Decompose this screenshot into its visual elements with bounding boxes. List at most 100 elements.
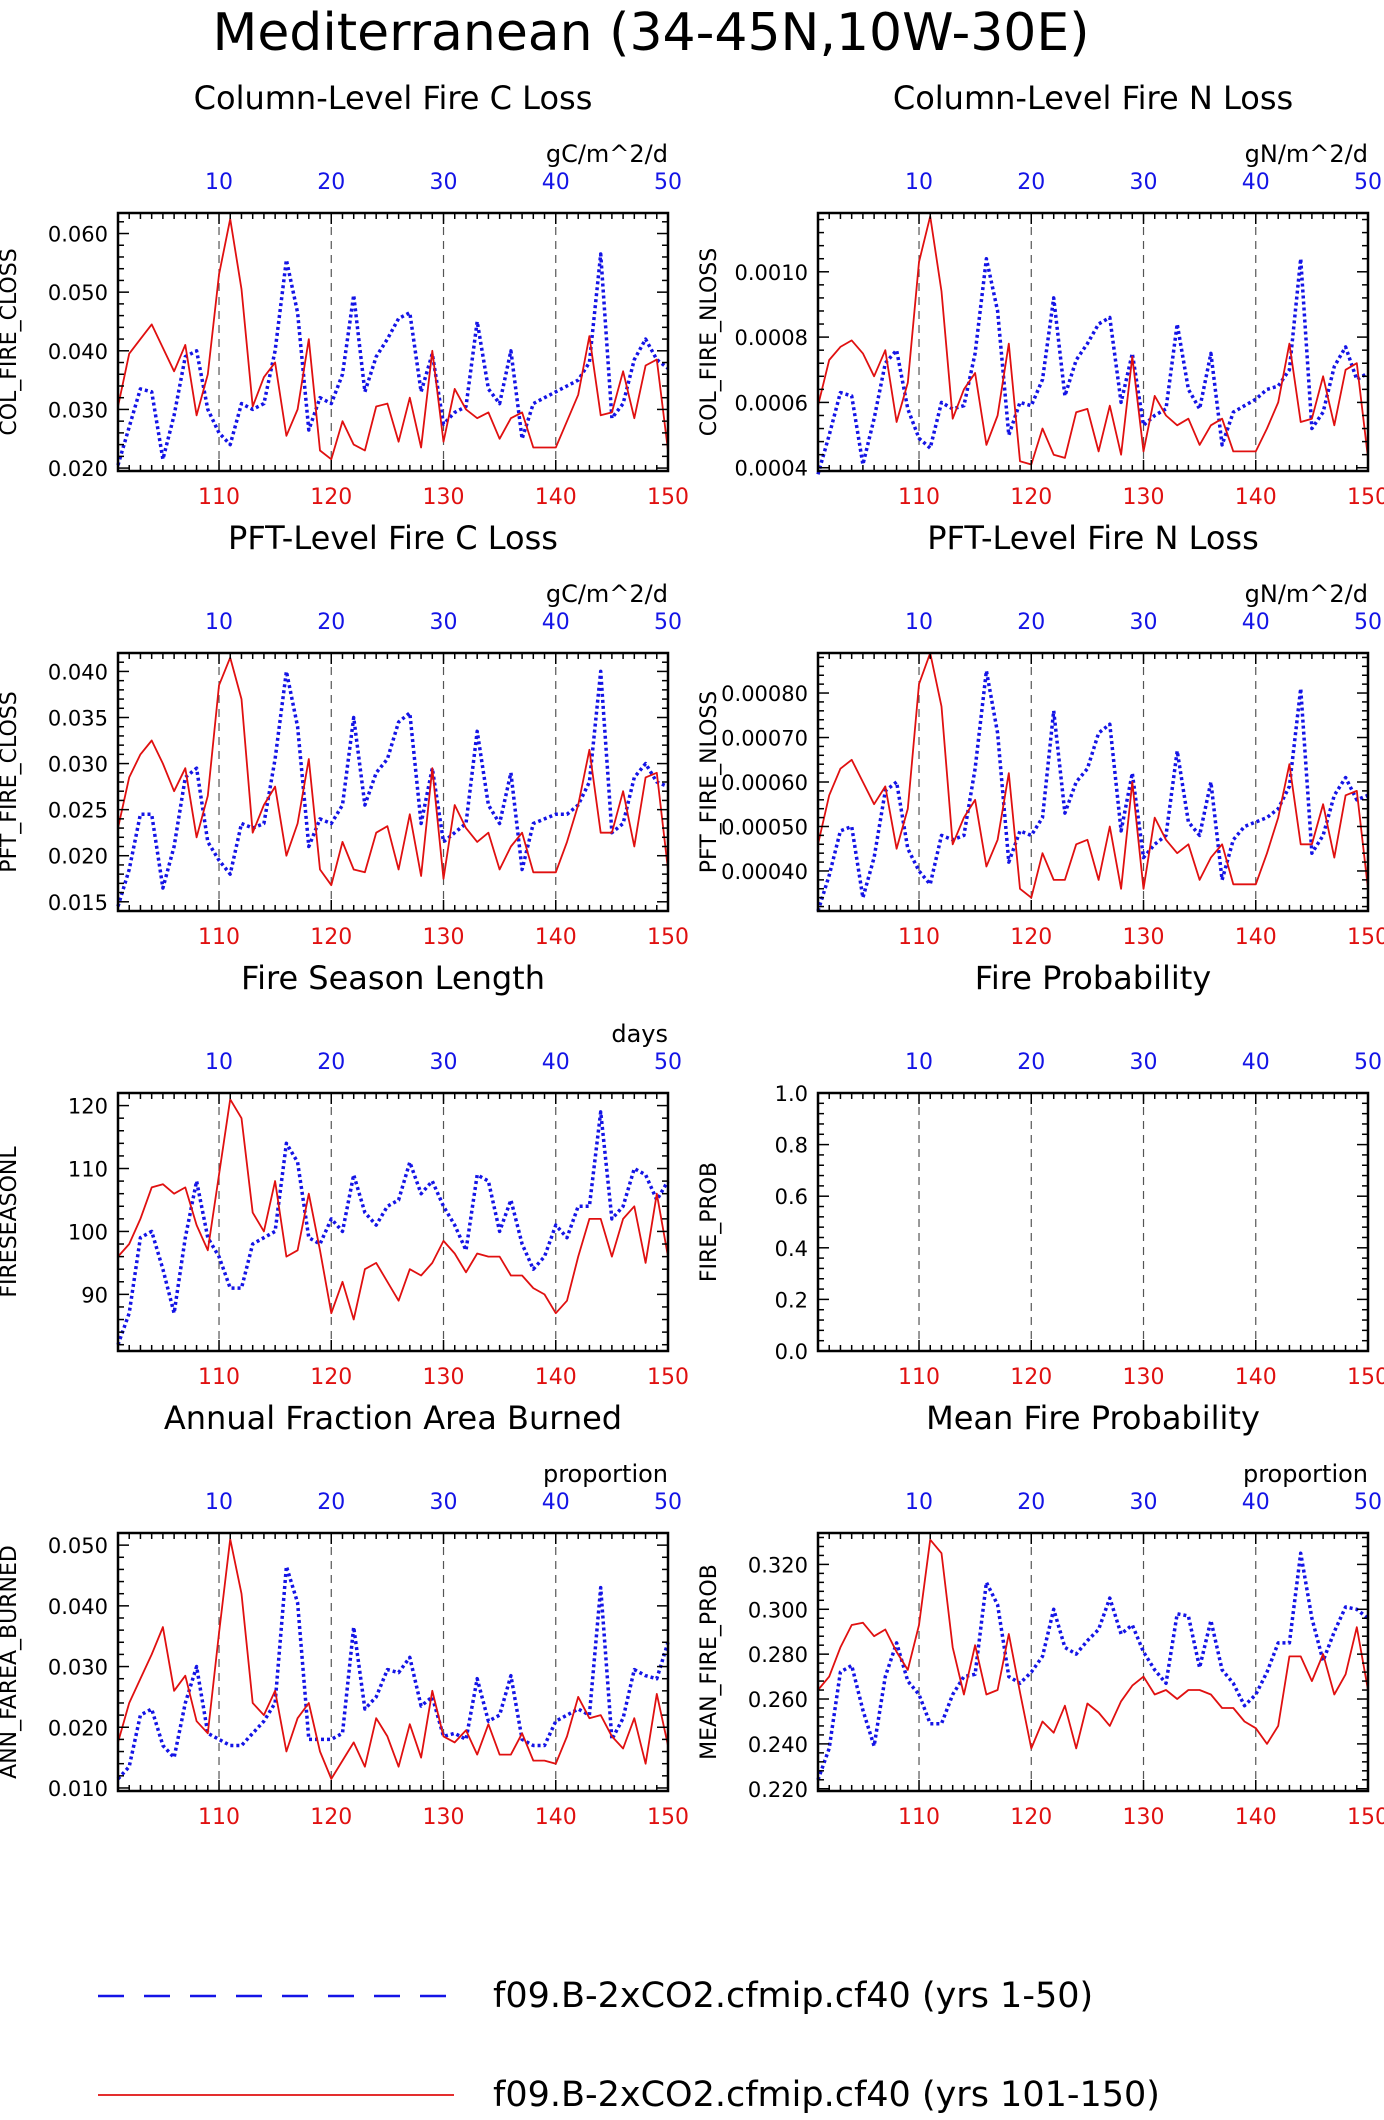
x-tick-label-top: 50 — [1354, 1050, 1382, 1075]
series-line-blue — [116, 1110, 670, 1346]
page-title: Mediterranean (34-45N,10W-30E) — [212, 3, 1089, 63]
x-tick-label-top: 40 — [1242, 1050, 1270, 1075]
panels: Column-Level Fire C Loss gC/m^2/d 110 120 13… — [0, 79, 1384, 1830]
x-tick-label-bottom: 150 — [647, 1365, 689, 1390]
x-tick-label-bottom: 150 — [1347, 485, 1384, 510]
x-tick-label-bottom: 110 — [198, 1805, 240, 1830]
panel-title: Annual Fraction Area Burned — [164, 1399, 622, 1437]
plot-frame — [816, 211, 1370, 473]
series-line-red — [817, 652, 1369, 899]
plot-frame — [116, 651, 670, 913]
panel-title: Column-Level Fire N Loss — [893, 79, 1293, 117]
panel-title: PFT-Level Fire N Loss — [927, 519, 1259, 557]
x-tick-label-top: 10 — [905, 610, 933, 635]
x-tick-label-top: 30 — [430, 1490, 458, 1515]
x-tick-label-bottom: 130 — [423, 485, 465, 510]
chart-panel: Annual Fraction Area Burned proportion 110… — [0, 1399, 689, 1830]
series-line-red — [817, 1538, 1369, 1750]
x-tick-label-top: 20 — [1017, 170, 1045, 195]
x-tick-label-bottom: 140 — [535, 1805, 577, 1830]
legend-label-red: f09.B-2xCO2.cfmip.cf40 (yrs 101-150) — [493, 2075, 1160, 2115]
x-tick-label-bottom: 150 — [1347, 1365, 1384, 1390]
x-tick-label-bottom: 110 — [198, 1365, 240, 1390]
y-tick-label: 0.040 — [48, 660, 108, 684]
x-tick-label-bottom: 150 — [647, 925, 689, 950]
x-tick-label-top: 10 — [205, 1490, 233, 1515]
panel-title: PFT-Level Fire C Loss — [228, 519, 558, 557]
units-label: proportion — [1243, 1460, 1368, 1488]
units-label: gC/m^2/d — [546, 580, 668, 608]
x-tick-label-top: 20 — [317, 1050, 345, 1075]
x-tick-label-top: 40 — [1242, 1490, 1270, 1515]
x-tick-label-bottom: 150 — [647, 485, 689, 510]
x-tick-label-bottom: 120 — [1010, 1365, 1052, 1390]
x-tick-label-top: 30 — [430, 1050, 458, 1075]
y-tick-label: 0.025 — [48, 799, 108, 823]
panel-title: Fire Probability — [975, 959, 1211, 997]
panel-title: Fire Season Length — [241, 959, 545, 997]
chart-panel: Column-Level Fire N Loss gN/m^2/d 110 120 13… — [697, 79, 1384, 510]
y-tick-label: 0.260 — [748, 1688, 808, 1712]
x-tick-label-top: 20 — [1017, 1050, 1045, 1075]
y-tick-label: 0.220 — [748, 1778, 808, 1802]
panel-title: Column-Level Fire C Loss — [194, 79, 593, 117]
x-tick-label-top: 10 — [905, 1490, 933, 1515]
x-tick-label-bottom: 140 — [535, 1365, 577, 1390]
x-tick-label-top: 20 — [1017, 610, 1045, 635]
y-axis-label: FIRE_PROB — [697, 1162, 722, 1282]
chart-panel: Mean Fire Probability proportion 110 120 130… — [697, 1399, 1384, 1830]
y-tick-label: 110 — [68, 1158, 108, 1182]
y-tick-label: 0.0 — [775, 1340, 808, 1364]
series-line-blue — [116, 669, 669, 907]
plot-frame — [816, 1091, 1370, 1353]
x-tick-label-top: 20 — [317, 170, 345, 195]
panel-title: Mean Fire Probability — [926, 1399, 1260, 1437]
x-tick-label-bottom: 150 — [1347, 1805, 1384, 1830]
y-tick-label: 0.240 — [748, 1733, 808, 1757]
x-tick-label-top: 20 — [1017, 1490, 1045, 1515]
x-tick-label-bottom: 140 — [535, 925, 577, 950]
chart-panel: Fire Season Length days 110 120 130 140 150 10 2… — [0, 959, 689, 1390]
y-tick-label: 90 — [81, 1283, 108, 1307]
x-tick-label-bottom: 110 — [898, 1805, 940, 1830]
y-tick-label: 0.0008 — [735, 326, 808, 350]
chart-panel: PFT-Level Fire C Loss gC/m^2/d 110 120 130 14… — [0, 519, 689, 950]
y-tick-label: 0.020 — [48, 1716, 108, 1740]
y-tick-label: 1.0 — [775, 1082, 808, 1106]
x-tick-label-top: 50 — [654, 170, 682, 195]
x-tick-label-top: 10 — [205, 610, 233, 635]
series-line-blue — [116, 1564, 670, 1781]
x-tick-label-top: 30 — [1130, 610, 1158, 635]
y-tick-label: 0.050 — [48, 1534, 108, 1558]
y-tick-label: 0.040 — [48, 340, 108, 364]
x-tick-label-bottom: 130 — [1123, 485, 1165, 510]
x-tick-label-bottom: 120 — [310, 1805, 352, 1830]
y-tick-label: 0.010 — [48, 1777, 108, 1801]
series-line-blue — [816, 1551, 1370, 1781]
x-tick-label-bottom: 130 — [423, 1805, 465, 1830]
y-axis-label: ANN_FAREA_BURNED — [0, 1545, 22, 1779]
y-tick-label: 0.030 — [48, 753, 108, 777]
y-tick-label: 0.00080 — [721, 682, 808, 706]
chart-panel: Column-Level Fire C Loss gC/m^2/d 110 120 13… — [0, 79, 689, 510]
x-tick-label-bottom: 150 — [1347, 925, 1384, 950]
units-label: proportion — [543, 1460, 668, 1488]
y-tick-label: 120 — [68, 1095, 108, 1119]
series-line-red — [117, 1538, 669, 1780]
x-tick-label-top: 40 — [542, 1050, 570, 1075]
legend-label-blue: f09.B-2xCO2.cfmip.cf40 (yrs 1-50) — [493, 1976, 1093, 2016]
units-label: gC/m^2/d — [546, 140, 668, 168]
y-tick-label: 0.030 — [48, 398, 108, 422]
y-axis-label: FIRESEASONL — [0, 1146, 22, 1298]
y-axis-label: COL_FIRE_CLOSS — [0, 248, 22, 435]
units-label: gN/m^2/d — [1245, 580, 1368, 608]
y-axis-label: COL_FIRE_NLOSS — [697, 248, 722, 436]
y-tick-label: 0.00050 — [721, 815, 808, 839]
series-line-blue — [816, 669, 1369, 912]
x-tick-label-top: 40 — [1242, 610, 1270, 635]
x-tick-label-top: 20 — [317, 610, 345, 635]
y-tick-label: 0.015 — [48, 891, 108, 915]
x-tick-label-top: 50 — [1354, 170, 1382, 195]
x-tick-label-top: 30 — [430, 170, 458, 195]
x-tick-label-bottom: 120 — [1010, 485, 1052, 510]
